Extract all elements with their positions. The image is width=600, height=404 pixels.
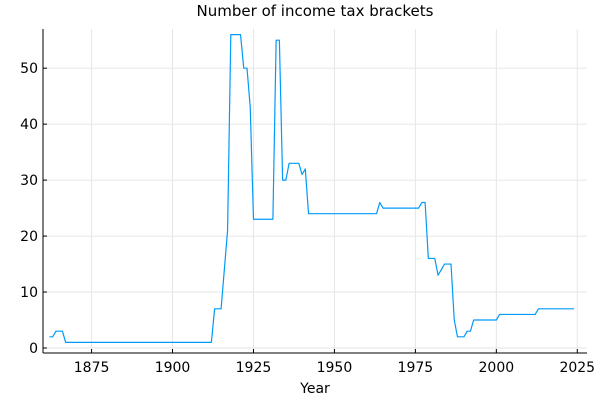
chart-title: Number of income tax brackets <box>197 2 434 20</box>
axes: 1875 1900 1925 1950 1975 2000 2025 0 10 20 30 40 50 <box>20 29 595 376</box>
series-line <box>49 34 575 343</box>
y-tick-label: 10 <box>20 285 38 301</box>
x-tick-label: 2025 <box>559 360 595 376</box>
x-axis-label: Year <box>299 381 330 397</box>
y-tick-label: 0 <box>29 341 38 357</box>
x-tick-label: 1925 <box>236 360 272 376</box>
x-tick-label: 1875 <box>74 360 110 376</box>
y-tick-label: 30 <box>20 173 38 189</box>
x-tick-label: 1900 <box>155 360 191 376</box>
x-tick-label: 2000 <box>479 360 515 376</box>
y-tick-label: 50 <box>20 61 38 77</box>
y-tick-label: 40 <box>20 117 38 133</box>
grid <box>43 29 587 353</box>
y-tick-label: 20 <box>20 229 38 245</box>
x-tick-label: 1975 <box>398 360 434 376</box>
series-layer <box>49 34 575 343</box>
x-tick-label: 1950 <box>317 360 353 376</box>
